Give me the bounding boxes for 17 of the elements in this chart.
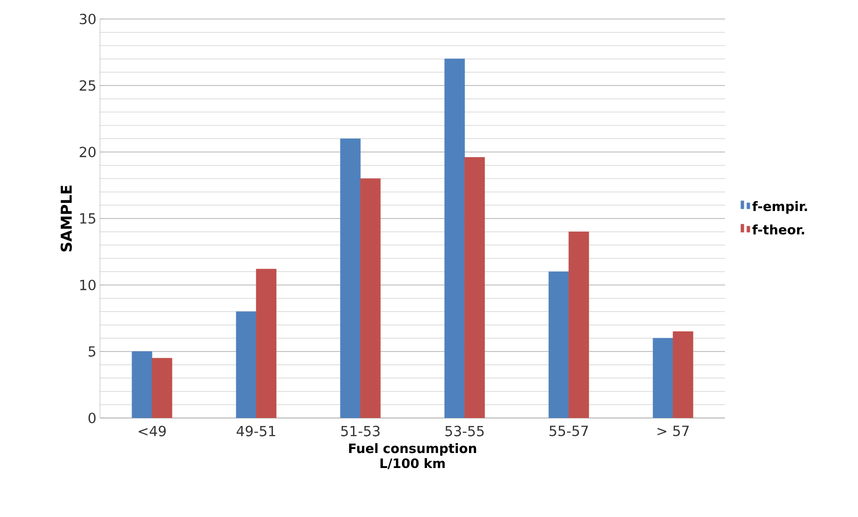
y-tick-label: 30 (80, 14, 96, 24)
x-tick-label: <49 (138, 426, 166, 436)
x-axis-title: Fuel consumption L/100 km (349, 443, 476, 470)
x-tick-label: 55-57 (550, 426, 588, 436)
x-tick-label: 49-51 (236, 426, 276, 436)
legend-label: f-empir. (752, 201, 807, 214)
x-tick-label: 51-53 (341, 426, 380, 436)
y-tick-label: 0 (88, 412, 96, 424)
y-tick-label: 5 (88, 346, 96, 357)
y-tick-label: 20 (80, 146, 96, 158)
x-tick-label: > 57 (658, 426, 689, 436)
y-axis-title: SAMPLE (60, 186, 72, 252)
y-tick-label: 15 (80, 213, 96, 224)
y-tick-label: 25 (80, 80, 96, 91)
legend-label: f-theor. (752, 224, 804, 235)
y-tick-label: 10 (80, 280, 96, 290)
x-tick-label: 53-55 (445, 426, 484, 436)
